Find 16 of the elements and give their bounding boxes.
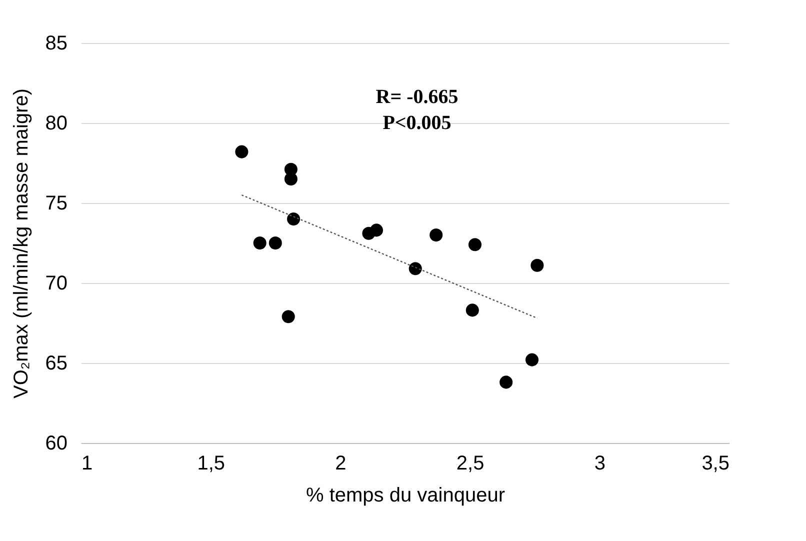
y-tick-label: 80: [45, 112, 68, 134]
y-tick-label: 75: [45, 192, 68, 214]
y-tick-label: 70: [45, 272, 68, 294]
y-tick-label: 65: [45, 352, 68, 374]
x-tick-label: 2,5: [456, 452, 484, 474]
annotation: P<0.005: [382, 112, 452, 134]
x-tick-label: 1: [82, 452, 93, 474]
x-tick-label: 1,5: [197, 452, 226, 474]
x-tick-label: 3: [594, 452, 606, 474]
annotation: R= -0.665: [376, 86, 458, 108]
x-tick-label: 2: [335, 452, 346, 474]
y-tick-label: 85: [45, 32, 68, 54]
x-tick-label: 3,5: [702, 452, 730, 474]
y-tick-label: 60: [45, 432, 68, 454]
x-axis-title: % temps du vainqueur: [306, 484, 506, 506]
y-axis-title: VO₂max (ml/min/kg masse maigre): [10, 88, 32, 399]
